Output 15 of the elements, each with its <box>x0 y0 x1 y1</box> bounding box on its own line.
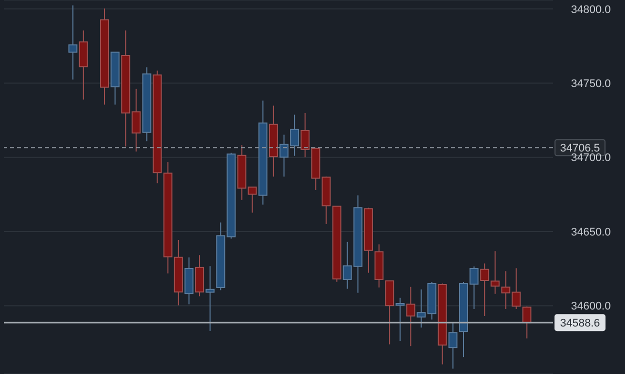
candlestick <box>396 297 405 342</box>
ref-line-label: 34706.5 <box>560 142 600 155</box>
candlestick <box>448 322 458 370</box>
candlestick <box>501 270 510 310</box>
y-tick-label: 34650.0 <box>571 226 611 238</box>
candlestick <box>68 4 78 80</box>
ref-line-label: 34588.6 <box>560 318 600 330</box>
y-tick-label: 34700.0 <box>571 152 611 164</box>
candlestick <box>512 268 521 310</box>
y-tick-label: 34750.0 <box>571 78 611 90</box>
y-tick-label: 34800.0 <box>571 4 611 16</box>
candlestick <box>406 286 416 347</box>
candlestick <box>522 306 532 339</box>
y-tick-label: 34600.0 <box>571 300 611 313</box>
candlestick <box>206 266 215 332</box>
